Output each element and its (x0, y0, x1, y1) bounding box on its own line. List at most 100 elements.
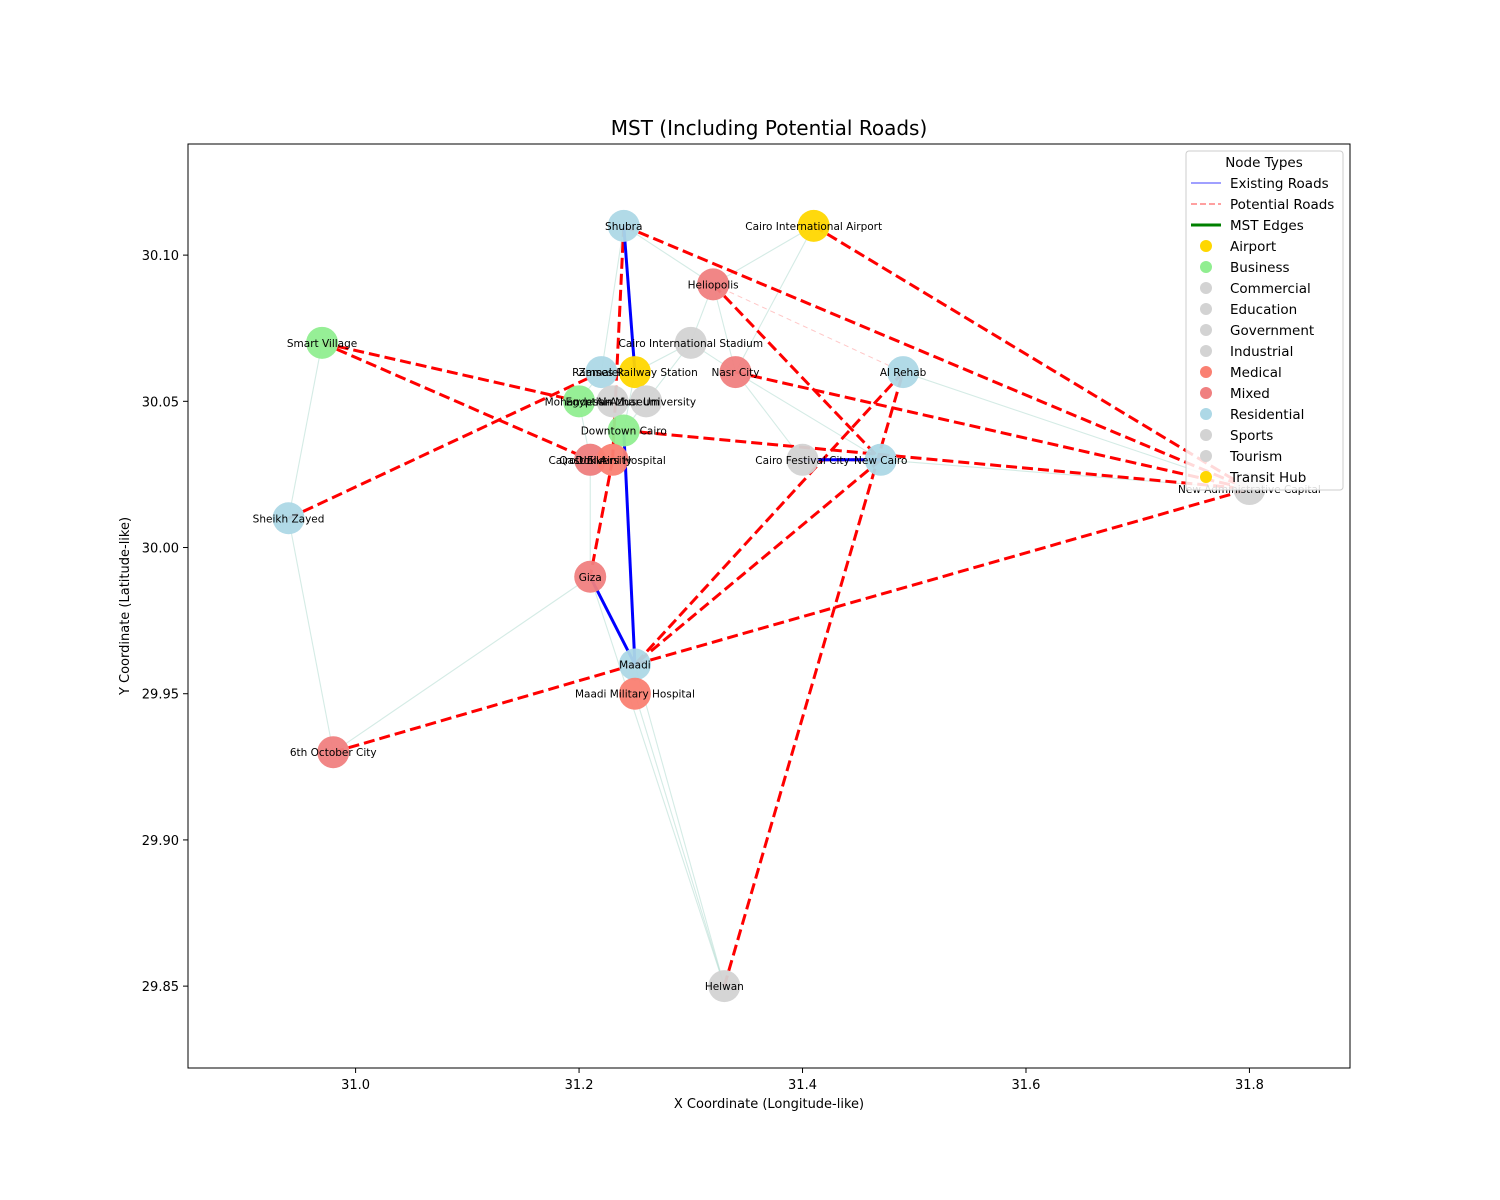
legend-marker-airport (1200, 240, 1212, 252)
node-egyptian_museum (596, 385, 629, 418)
existing-road-heliopolis-airport (712, 225, 814, 285)
existing-road-shubra-zamalek (600, 225, 625, 373)
potential-road-new_cairo-maadi (633, 458, 882, 666)
node-label-cairo_university: Cairo University (548, 455, 632, 467)
legend-marker-residential (1200, 408, 1212, 420)
node-airport (797, 209, 830, 242)
node-october (317, 736, 350, 769)
legend-marker-transit-hub (1200, 471, 1212, 483)
node-label-shubra: Shubra (605, 221, 642, 233)
node-downtown (607, 414, 640, 447)
x-tick-label-4: 31.8 (1235, 1078, 1264, 1093)
node-festival_city (786, 443, 819, 476)
existing-road-giza-helwan (589, 576, 725, 987)
node-label-nasr_city: Nasr City (711, 367, 759, 379)
x-tick-label-3: 31.6 (1012, 1078, 1041, 1093)
node-maadi_hospital (618, 677, 651, 710)
existing-road-shubra-heliopolis (623, 225, 714, 285)
node-ramses (618, 356, 651, 389)
existing-road-sheikh_zayed-october (288, 518, 334, 753)
node-label-giza: Giza (579, 572, 602, 584)
legend-title: Node Types (1225, 155, 1303, 171)
y-tick-label-3: 30.00 (142, 542, 179, 557)
legend-label-potential-roads: Potential Roads (1230, 197, 1334, 213)
plot-frame (187, 143, 1351, 1069)
legend-items: Existing Roads Potential Roads MST Edges Ai… (1191, 176, 1334, 486)
existing-road-airport-nasr_city (734, 225, 815, 373)
potential-road-heliopolis-new_cairo (712, 283, 882, 461)
potential-road-smart_village-mohandessin (321, 341, 580, 403)
node-label-zamalek: Zamalek (579, 367, 626, 379)
node-stadium (674, 326, 707, 359)
potential-road-faint-heliopolis-al_rehab (712, 283, 904, 373)
x-tick-label-0: 31.0 (341, 1078, 370, 1093)
legend-marker-medical (1200, 366, 1212, 378)
legend: Node Types Existing Roads Potential Roads… (1185, 150, 1344, 491)
legend-label-medical: Medical (1230, 365, 1282, 381)
y-axis-ticks: 29.85 29.90 29.95 30.00 30.05 30.10 (142, 249, 188, 995)
node-label-dokki: Dokki (575, 455, 605, 467)
legend-marker-industrial (1200, 345, 1212, 357)
node-label-heliopolis: Heliopolis (688, 279, 739, 291)
x-axis-label: X Coordinate (Longitude-like) (674, 1097, 864, 1112)
potential-road-sheikh_zayed-zamalek (287, 370, 603, 520)
y-tick-label-1: 29.90 (142, 834, 179, 849)
node-label-downtown: Downtown Cairo (581, 426, 667, 438)
node-new_cairo (864, 443, 897, 476)
existing-road-nasr_city-new_cairo (735, 371, 882, 461)
legend-label-existing-roads: Existing Roads (1230, 176, 1329, 192)
legend-marker-tourism (1200, 450, 1212, 462)
node-label-festival_city: Cairo Festival City (755, 455, 849, 467)
legend-marker-business (1200, 261, 1212, 273)
x-tick-label-1: 31.2 (565, 1078, 594, 1093)
node-label-new_cairo: New Cairo (854, 455, 907, 467)
chart-title: MST (Including Potential Roads) (611, 116, 928, 140)
legend-marker-sports (1200, 429, 1212, 441)
legend-label-residential: Residential (1230, 407, 1304, 423)
legend-label-transit-hub: Transit Hub (1229, 470, 1306, 486)
legend-marker-education (1200, 303, 1212, 315)
legend-label-business: Business (1230, 260, 1290, 276)
potential-road-helwan-al_rehab (722, 371, 905, 987)
node-label-mohandessin: Mohandessin (545, 396, 614, 408)
legend-box (1185, 150, 1344, 491)
legend-label-mixed: Mixed (1230, 386, 1270, 402)
potential-road-maadi-new_capital (634, 487, 1250, 666)
legend-label-government: Government (1230, 323, 1314, 339)
node-maadi (618, 648, 651, 681)
legend-label-airport: Airport (1230, 239, 1276, 255)
legend-label-commercial: Commercial (1230, 281, 1311, 297)
legend-label-sports: Sports (1230, 428, 1273, 444)
y-tick-label-4: 30.05 (142, 395, 179, 410)
existing-road-october-giza (332, 576, 591, 753)
node-giza (574, 560, 607, 593)
legend-label-mst-edges: MST Edges (1230, 218, 1304, 234)
node-shubra (607, 209, 640, 242)
node-label-stadium: Cairo International Stadium (618, 338, 763, 350)
node-label-al_azhar: Al-Azhar University (596, 396, 696, 408)
node-labels-layer: Shubra Cairo International Airport Heliopo… (253, 221, 1321, 993)
node-smart_village (306, 326, 339, 359)
potential-road-al_rehab-maadi (633, 371, 905, 666)
potential-road-october-maadi (332, 663, 636, 754)
node-label-maadi_hospital: Maadi Military Hospital (575, 689, 695, 701)
potential-road-nasr_city-new_capital (735, 370, 1250, 491)
potential-road-smart_village-cairo_university (321, 341, 591, 462)
y-tick-label-0: 29.85 (142, 980, 179, 995)
node-nasr_city (719, 356, 752, 389)
existing-road-smart_village-sheikh_zayed (288, 342, 323, 519)
node-label-maadi: Maadi (619, 659, 651, 671)
node-label-qasr: Qasr El Aini Hospital (559, 455, 666, 467)
legend-label-industrial: Industrial (1230, 344, 1293, 360)
legend-label-tourism: Tourism (1229, 449, 1282, 465)
legend-marker-commercial (1200, 282, 1212, 294)
node-label-october: 6th October City (290, 747, 377, 759)
node-label-al_rehab: Al Rehab (880, 367, 927, 379)
legend-label-education: Education (1230, 302, 1297, 318)
mst-edge-downtown-maadi (622, 430, 637, 665)
x-tick-label-2: 31.4 (788, 1078, 817, 1093)
node-label-helwan: Helwan (705, 981, 744, 993)
potential-road-shubra-new_capital (623, 224, 1251, 491)
node-label-ramses: Ramses Railway Station (572, 367, 698, 379)
